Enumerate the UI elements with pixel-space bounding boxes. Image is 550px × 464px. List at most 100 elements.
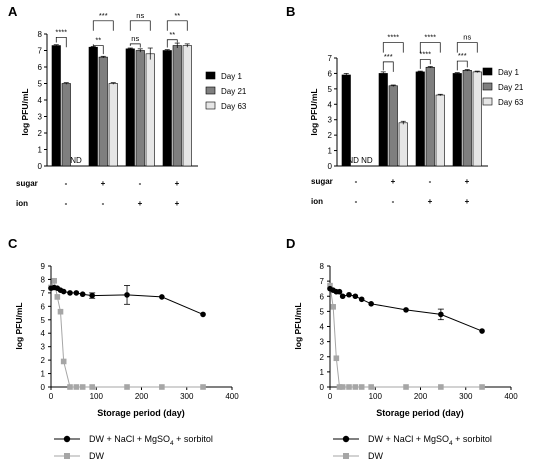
y-tick-label: 3: [328, 116, 333, 125]
data-point: [479, 328, 485, 334]
y-tick-label: 0: [41, 383, 46, 392]
y-tick-label: 1: [38, 146, 43, 155]
significance-label: ****: [55, 27, 67, 36]
data-point: [51, 277, 57, 284]
data-point: [327, 282, 333, 289]
significance-label: **: [169, 30, 175, 39]
data-point: [60, 288, 67, 295]
y-tick-label: 8: [38, 30, 43, 39]
row-label-sugar-a: sugar: [16, 179, 38, 188]
data-point: [89, 292, 95, 299]
x-tick-label: 200: [414, 392, 428, 401]
legend-swatch: [482, 67, 493, 76]
y-tick-label: 4: [41, 329, 46, 338]
data-point: [403, 307, 409, 313]
x-axis-label-d: Storage period (day): [376, 408, 464, 418]
y-tick-label: 1: [320, 368, 325, 377]
bar: [415, 71, 425, 167]
y-axis-label-b: log PFU/mL: [309, 88, 319, 135]
y-tick-label: 6: [320, 292, 325, 301]
legend-swatch: [482, 82, 493, 91]
significance-label: ns: [463, 33, 471, 42]
row-value: -: [139, 179, 142, 188]
row-value: -: [102, 199, 105, 208]
significance-bracket: [92, 44, 104, 55]
y-tick-label: 3: [320, 338, 325, 347]
bar: [472, 71, 482, 167]
bar: [172, 45, 182, 167]
data-point: [346, 291, 352, 298]
y-tick-label: 5: [328, 85, 333, 94]
data-point: [200, 384, 206, 390]
y-tick-label: 5: [38, 80, 43, 89]
data-point: [336, 288, 343, 295]
y-tick-label: 3: [38, 113, 43, 122]
y-tick-label: 2: [41, 356, 46, 365]
significance-bracket: [129, 20, 151, 31]
nd-label: ND: [70, 156, 82, 165]
legend-swatch: [205, 86, 216, 95]
bar: [462, 70, 472, 167]
significance-label: ****: [419, 50, 431, 59]
row-label-ion-b: ion: [311, 197, 323, 206]
significance-label: ****: [424, 33, 436, 42]
x-tick-label: 100: [90, 392, 104, 401]
significance-label: ***: [458, 51, 467, 60]
data-point: [73, 290, 80, 296]
panel-label-d: D: [286, 236, 295, 251]
bar: [182, 45, 192, 167]
legend-swatch: [205, 101, 216, 110]
significance-label: **: [174, 11, 180, 20]
y-tick-label: 7: [41, 289, 46, 298]
row-label-sugar-b: sugar: [311, 177, 333, 186]
row-value: -: [355, 197, 358, 206]
row-value: +: [101, 179, 106, 188]
legend-label-dw-right: DW: [368, 451, 383, 461]
data-point: [89, 384, 95, 390]
nd-label: ND ND: [347, 156, 373, 165]
y-tick-label: 7: [38, 47, 43, 56]
data-point: [124, 292, 130, 298]
row-value: +: [175, 179, 180, 188]
y-axis-label-d: log PFU/mL: [293, 302, 303, 349]
row-value: +: [465, 197, 470, 206]
data-point: [358, 384, 365, 390]
significance-label: ***: [384, 52, 393, 61]
data-point: [333, 355, 340, 362]
bottom-legend-right: DW + NaCl + MgSO4 + sorbitol DW: [333, 434, 492, 461]
significance-label: ns: [131, 34, 139, 43]
x-tick-label: 300: [180, 392, 194, 401]
data-point: [79, 291, 86, 298]
legend-label-dw-left: DW: [89, 451, 104, 461]
y-tick-label: 6: [328, 69, 333, 78]
significance-label: ****: [387, 33, 399, 42]
legend-label-treated-left: DW + NaCl + MgSO4 + sorbitol: [89, 434, 213, 447]
data-point: [57, 308, 64, 315]
data-point: [200, 311, 206, 318]
significance-bracket: [382, 61, 394, 72]
bar: [145, 53, 155, 167]
bar: [162, 50, 172, 167]
significance-bracket: [419, 59, 431, 69]
legend-label: Day 1: [221, 72, 242, 81]
data-point: [438, 311, 444, 318]
y-tick-label: 7: [320, 277, 325, 286]
data-point: [60, 358, 67, 365]
row-value: -: [65, 179, 68, 188]
panel-label-c: C: [8, 236, 18, 251]
y-tick-label: 0: [320, 383, 325, 392]
y-tick-label: 6: [38, 63, 43, 72]
y-tick-label: 8: [320, 262, 325, 271]
row-value: +: [175, 199, 180, 208]
bar: [378, 73, 388, 167]
bar: [61, 83, 71, 167]
data-point: [438, 384, 444, 390]
panel-label-a: A: [8, 4, 18, 19]
data-point: [368, 384, 374, 390]
bar: [98, 56, 108, 167]
y-tick-label: 0: [328, 162, 333, 171]
significance-bracket: [382, 42, 404, 53]
row-value: +: [391, 177, 396, 186]
data-point: [54, 294, 61, 300]
